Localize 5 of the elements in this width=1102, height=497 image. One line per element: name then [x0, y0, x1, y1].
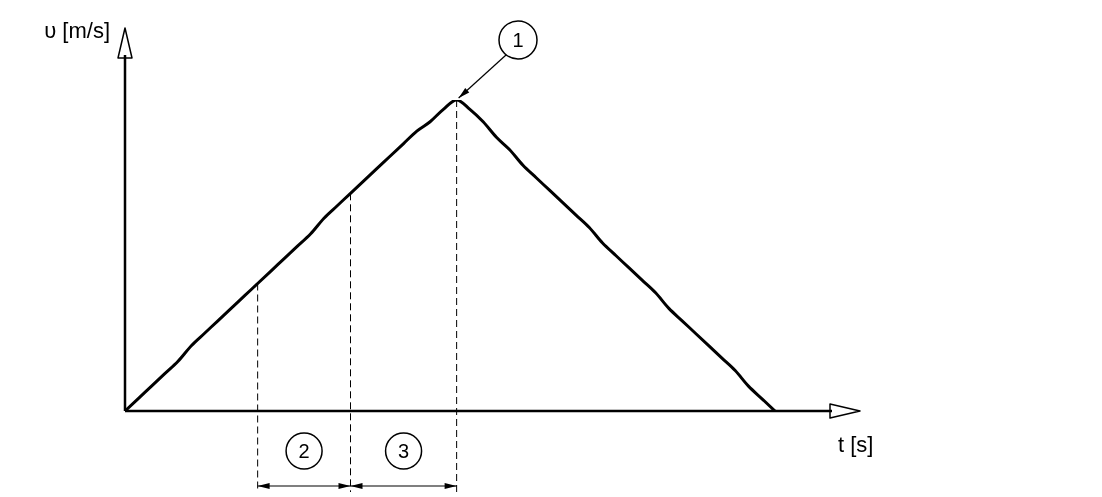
text: 3	[398, 439, 410, 462]
text: 1	[512, 28, 524, 51]
x-axis-title: t [s]	[838, 432, 874, 458]
y-axis-title: υ [m/s]	[44, 18, 110, 44]
text: 2	[298, 439, 310, 462]
